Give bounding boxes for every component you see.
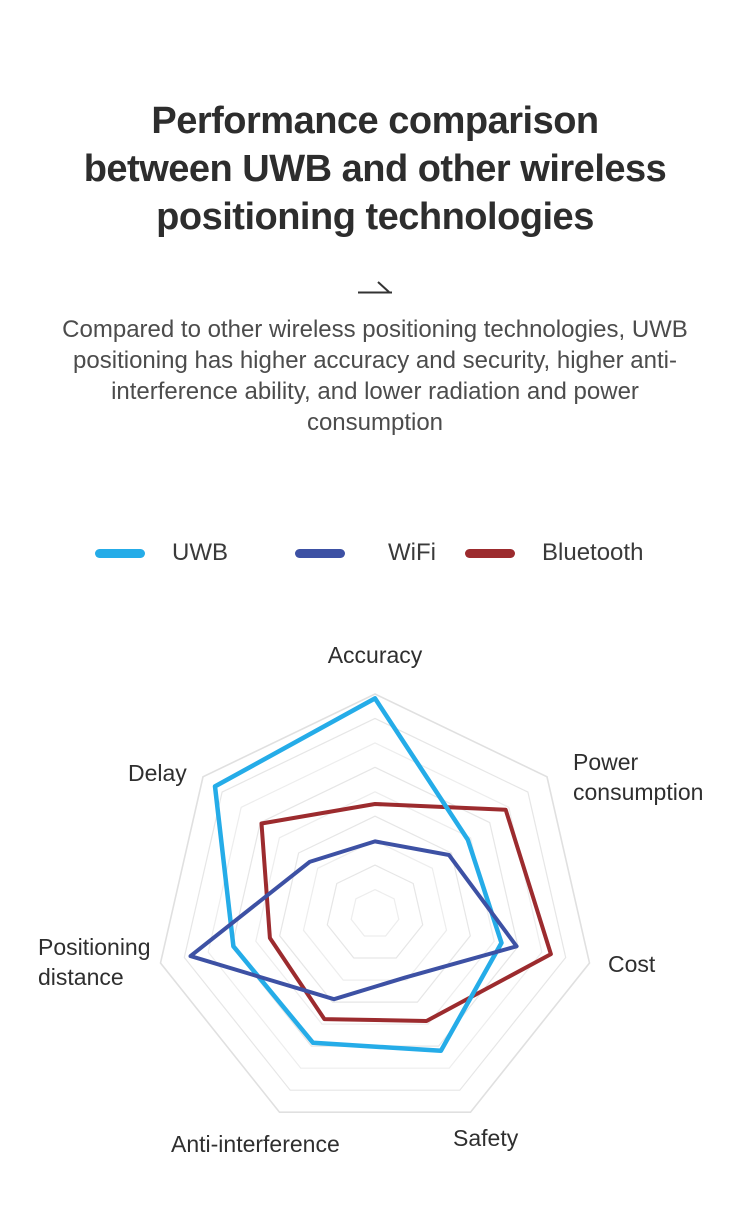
radar-plot-area [159, 693, 591, 1114]
radar-grid-ring [326, 864, 424, 959]
chart-legend: UWB WiFi Bluetooth [0, 538, 750, 568]
legend-label-bluetooth: Bluetooth [542, 539, 644, 566]
radar-grid-ring [183, 717, 567, 1091]
title-divider [0, 277, 750, 302]
title-line-1: Performance comparison [151, 100, 599, 142]
legend-label-wifi: WiFi [388, 539, 436, 566]
radar-grid-ring [302, 840, 448, 981]
radar-series-wifi [188, 839, 519, 1002]
axis-label-delay: Delay [128, 760, 187, 786]
page-description: Compared to other wireless positioning t… [62, 316, 688, 436]
axis-label-positioning-distance: Positioning distance [38, 934, 151, 990]
arrow-icon [358, 281, 392, 294]
title-line-3: positioning technologies [156, 196, 594, 238]
radar-grid-ring [159, 693, 591, 1114]
legend-item-wifi: WiFi [295, 538, 436, 568]
title-line-2: between UWB and other wireless [83, 148, 667, 190]
radar-series-bluetooth [259, 802, 553, 1023]
legend-item-bluetooth: Bluetooth [465, 538, 643, 568]
legend-swatch-wifi [295, 548, 345, 558]
radar-chart: Accuracy Power consumption Cost Safety A… [0, 620, 750, 1209]
legend-label-uwb: UWB [172, 539, 228, 566]
axis-label-power-consumption: Power consumption [573, 749, 704, 805]
radar-series-uwb [212, 696, 504, 1054]
axis-label-cost: Cost [608, 951, 656, 977]
radar-grid-ring [279, 815, 471, 1003]
axis-label-safety: Safety [453, 1125, 519, 1151]
legend-item-uwb: UWB [95, 538, 228, 568]
radar-grid-ring [350, 888, 400, 937]
axis-label-anti-interference: Anti-interference [171, 1131, 340, 1157]
legend-swatch-uwb [95, 548, 145, 558]
axis-label-accuracy: Accuracy [327, 642, 423, 668]
page-title: Performance comparison between UWB and o… [0, 97, 750, 241]
legend-swatch-bluetooth [465, 548, 515, 558]
